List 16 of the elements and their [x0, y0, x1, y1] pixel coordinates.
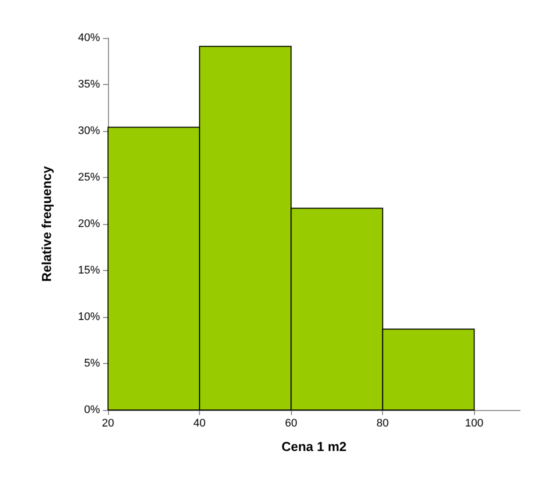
y-axis-title: Relative frequency — [39, 165, 54, 282]
y-tick-label: 20% — [78, 218, 100, 230]
y-tick-label: 5% — [84, 358, 100, 370]
y-tick-label: 30% — [78, 125, 100, 137]
x-tick-label: 20 — [102, 418, 114, 430]
y-tick-label: 25% — [78, 172, 100, 184]
y-tick-label: 10% — [78, 311, 100, 323]
x-tick-label: 100 — [465, 418, 484, 430]
x-tick-label: 80 — [376, 418, 389, 430]
y-tick-label: 35% — [78, 78, 100, 90]
y-tick-label: 40% — [78, 32, 100, 44]
x-axis-title: Cena 1 m2 — [281, 439, 347, 454]
y-tick-label: 15% — [78, 264, 100, 276]
x-tick-label: 60 — [284, 418, 298, 430]
x-tick-label: 40 — [193, 418, 206, 430]
y-tick-label: 0% — [84, 404, 100, 416]
